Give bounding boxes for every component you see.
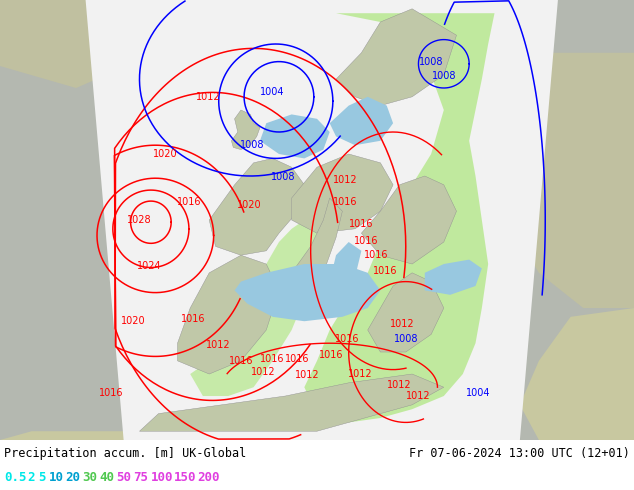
Polygon shape	[0, 414, 520, 440]
Text: 1012: 1012	[406, 391, 430, 401]
Polygon shape	[190, 220, 317, 396]
Text: 1024: 1024	[137, 261, 161, 271]
Text: 1020: 1020	[121, 316, 145, 326]
Text: 150: 150	[174, 470, 197, 484]
Polygon shape	[520, 308, 634, 440]
Text: 75: 75	[134, 470, 148, 484]
Text: 1008: 1008	[394, 334, 418, 344]
Polygon shape	[456, 53, 634, 308]
Text: 1016: 1016	[99, 388, 123, 398]
Text: 1016: 1016	[373, 267, 397, 276]
Text: 1008: 1008	[271, 172, 295, 182]
Text: 1016: 1016	[333, 197, 358, 207]
Polygon shape	[231, 110, 260, 149]
Polygon shape	[260, 114, 330, 158]
Polygon shape	[0, 0, 222, 88]
Polygon shape	[330, 242, 361, 295]
Polygon shape	[425, 260, 482, 295]
Text: 1016: 1016	[320, 350, 344, 360]
Polygon shape	[330, 97, 393, 145]
Text: 1012: 1012	[207, 341, 231, 350]
Text: 1012: 1012	[348, 369, 372, 379]
Polygon shape	[361, 176, 456, 264]
Text: 1004: 1004	[467, 388, 491, 398]
Text: 1016: 1016	[261, 354, 285, 364]
Text: 1016: 1016	[229, 356, 253, 366]
Text: 1012: 1012	[295, 370, 320, 380]
Text: 1012: 1012	[196, 92, 220, 102]
Text: 40: 40	[100, 470, 115, 484]
Polygon shape	[235, 264, 380, 321]
Polygon shape	[292, 154, 393, 233]
Text: 1016: 1016	[285, 354, 309, 364]
Text: 1012: 1012	[391, 319, 415, 329]
Text: Precipitation accum. [m] UK-Global: Precipitation accum. [m] UK-Global	[4, 446, 246, 460]
Text: 1008: 1008	[432, 71, 456, 81]
Polygon shape	[139, 374, 444, 431]
Text: 1012: 1012	[387, 380, 411, 390]
Polygon shape	[304, 13, 495, 422]
Text: 30: 30	[82, 470, 98, 484]
Text: 1020: 1020	[153, 149, 177, 159]
Text: 2: 2	[27, 470, 35, 484]
Text: 1008: 1008	[240, 140, 264, 150]
Text: 1028: 1028	[127, 215, 152, 225]
FancyBboxPatch shape	[0, 0, 634, 440]
Polygon shape	[178, 255, 279, 374]
Text: 1016: 1016	[181, 314, 205, 324]
Text: 5: 5	[38, 470, 46, 484]
Text: 1004: 1004	[261, 87, 285, 98]
Polygon shape	[292, 198, 342, 295]
Polygon shape	[368, 273, 444, 352]
Text: 1016: 1016	[335, 334, 359, 344]
Text: Fr 07-06-2024 13:00 UTC (12+01): Fr 07-06-2024 13:00 UTC (12+01)	[409, 446, 630, 460]
FancyBboxPatch shape	[0, 440, 634, 490]
Text: 100: 100	[150, 470, 173, 484]
Text: 1020: 1020	[237, 199, 261, 210]
Text: 20: 20	[65, 470, 81, 484]
Text: 1016: 1016	[364, 250, 388, 260]
Text: 1008: 1008	[419, 57, 443, 67]
Text: 1016: 1016	[177, 197, 201, 207]
Text: 10: 10	[48, 470, 63, 484]
FancyBboxPatch shape	[0, 0, 634, 440]
Text: 200: 200	[198, 470, 220, 484]
Text: 1016: 1016	[354, 236, 378, 245]
Polygon shape	[209, 158, 304, 255]
Text: 1012: 1012	[251, 367, 275, 377]
Polygon shape	[86, 0, 558, 440]
Polygon shape	[254, 0, 539, 123]
Polygon shape	[336, 9, 456, 106]
Text: 0.5: 0.5	[4, 470, 27, 484]
Text: 1016: 1016	[349, 220, 373, 229]
Text: 50: 50	[117, 470, 131, 484]
Text: 1012: 1012	[333, 175, 358, 185]
